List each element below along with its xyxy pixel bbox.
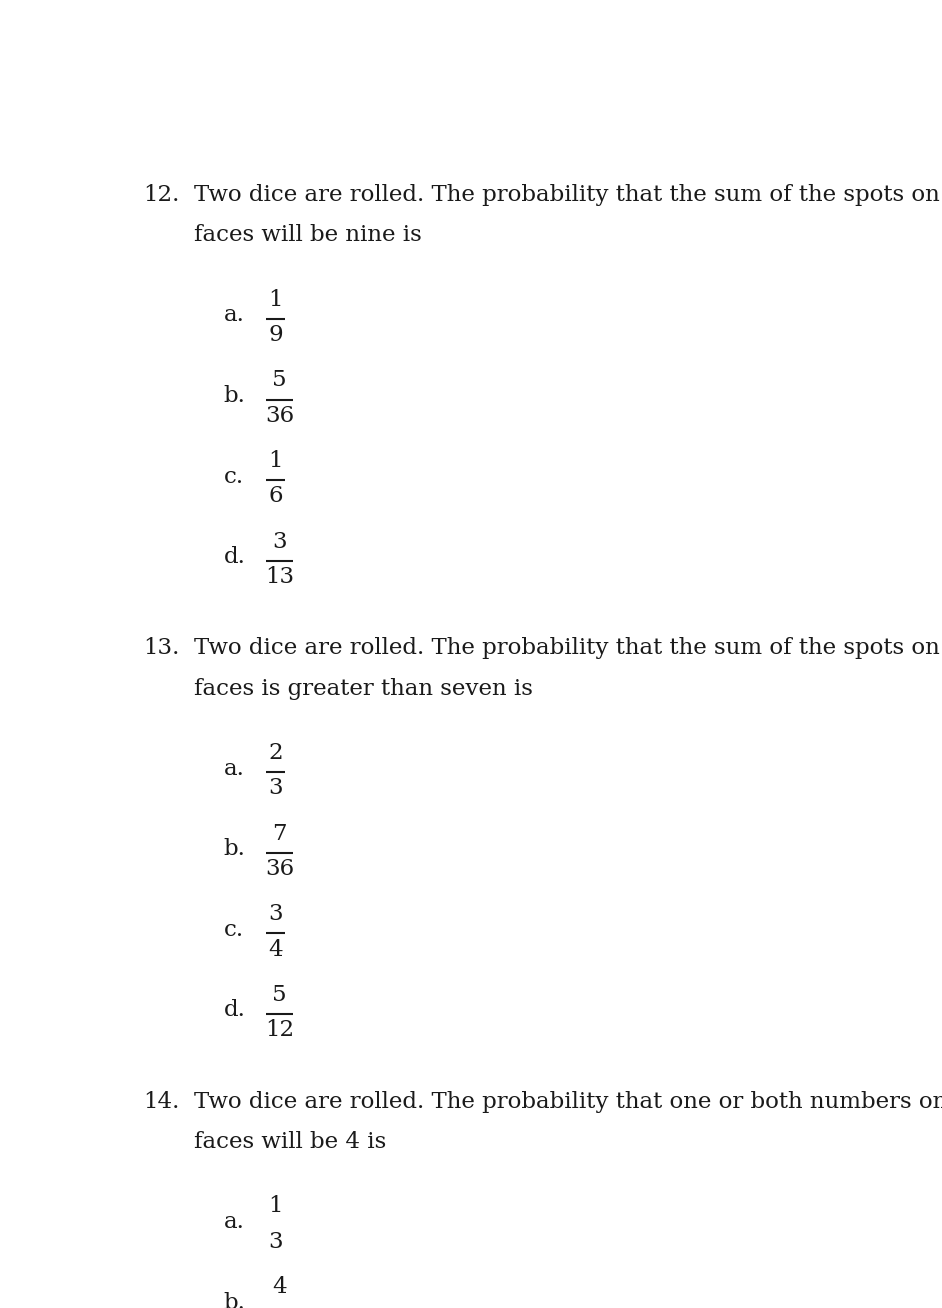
- Text: 5: 5: [272, 984, 286, 1006]
- Text: 3: 3: [268, 1231, 283, 1253]
- Text: 7: 7: [272, 823, 286, 845]
- Text: 12: 12: [265, 1019, 294, 1041]
- Text: Two dice are rolled. The probability that one or both numbers on the: Two dice are rolled. The probability tha…: [194, 1091, 942, 1113]
- Text: a.: a.: [223, 1211, 245, 1233]
- Text: Two dice are rolled. The probability that the sum of the spots on the: Two dice are rolled. The probability tha…: [194, 184, 942, 207]
- Text: 1: 1: [268, 450, 283, 472]
- Text: a.: a.: [223, 305, 245, 327]
- Text: 3: 3: [268, 777, 283, 799]
- Text: 3: 3: [268, 904, 283, 925]
- Text: c.: c.: [223, 918, 244, 940]
- Text: faces will be 4 is: faces will be 4 is: [194, 1131, 386, 1152]
- Text: 1: 1: [268, 289, 283, 311]
- Text: 3: 3: [272, 531, 286, 552]
- Text: 4: 4: [268, 939, 283, 960]
- Text: d.: d.: [223, 547, 246, 568]
- Text: 12.: 12.: [143, 184, 180, 207]
- Text: 36: 36: [265, 404, 294, 426]
- Text: b.: b.: [223, 838, 246, 861]
- Text: 1: 1: [268, 1196, 283, 1218]
- Text: 13: 13: [265, 566, 294, 587]
- Text: 2: 2: [268, 742, 283, 764]
- Text: 5: 5: [272, 369, 286, 391]
- Text: 4: 4: [272, 1275, 286, 1298]
- Text: 14.: 14.: [143, 1091, 180, 1113]
- Text: a.: a.: [223, 757, 245, 780]
- Text: Two dice are rolled. The probability that the sum of the spots on the: Two dice are rolled. The probability tha…: [194, 637, 942, 659]
- Text: c.: c.: [223, 466, 244, 488]
- Text: b.: b.: [223, 385, 246, 407]
- Text: d.: d.: [223, 999, 246, 1022]
- Text: 6: 6: [268, 485, 283, 508]
- Text: 13.: 13.: [143, 637, 180, 659]
- Text: 36: 36: [265, 858, 294, 880]
- Text: 9: 9: [268, 324, 283, 347]
- Text: b.: b.: [223, 1291, 246, 1308]
- Text: faces is greater than seven is: faces is greater than seven is: [194, 678, 533, 700]
- Text: faces will be nine is: faces will be nine is: [194, 225, 422, 246]
